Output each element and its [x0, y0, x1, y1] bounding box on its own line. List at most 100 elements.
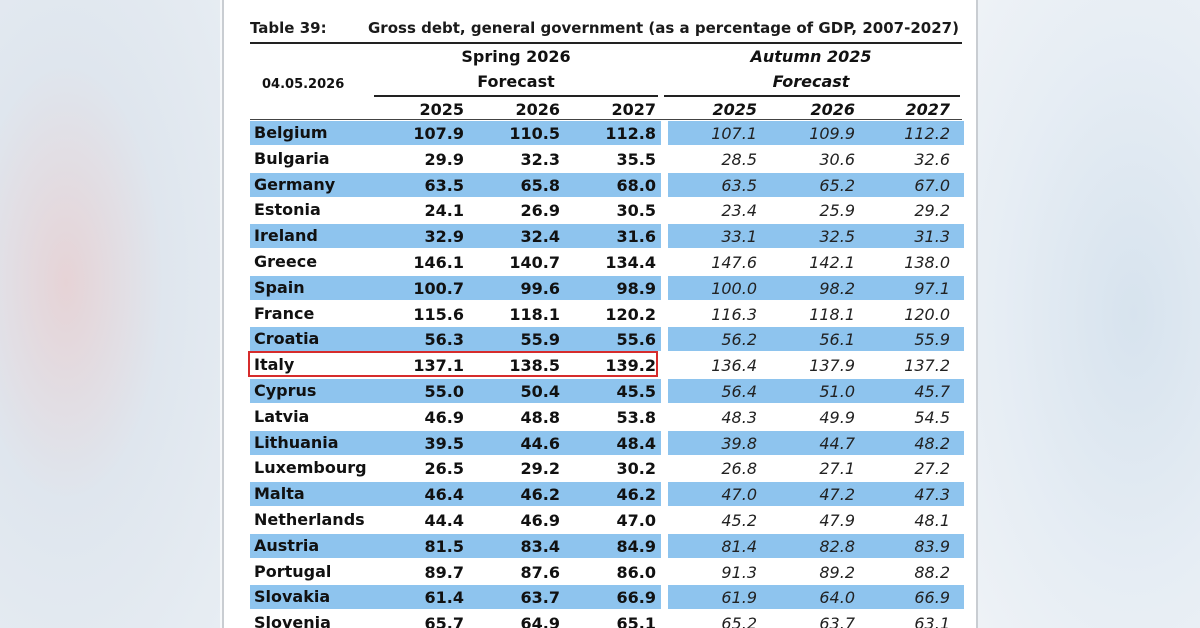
spring-value: 46.2 — [520, 485, 560, 505]
table-row: Cyprus 55.0 50.4 45.5 56.4 51.0 45.7 — [250, 378, 964, 403]
country-name: Germany — [254, 174, 336, 194]
spring-value: 45.5 — [616, 381, 656, 401]
year-header-autumn-2027: 2027 — [905, 100, 950, 119]
row-band-autumn — [668, 585, 964, 610]
spring-value: 138.5 — [509, 356, 560, 376]
table-row: Lithuania 39.5 44.6 48.4 39.8 44.7 48.2 — [250, 430, 964, 455]
table-row: Croatia 56.3 55.9 55.6 56.2 56.1 55.9 — [250, 327, 964, 352]
row-band-spring — [250, 482, 661, 507]
background-right — [978, 0, 1200, 628]
autumn-value: 118.1 — [809, 304, 855, 324]
row-band-spring — [250, 224, 661, 249]
spring-value: 83.4 — [520, 536, 560, 556]
row-band-spring — [250, 378, 661, 403]
spring-value: 44.6 — [520, 433, 560, 453]
autumn-value: 112.2 — [904, 124, 950, 143]
autumn-value: 47.3 — [914, 485, 950, 505]
country-name: Slovenia — [254, 613, 331, 628]
spring-header-rule — [374, 95, 658, 97]
table-row: Slovakia 61.4 63.7 66.9 61.9 64.0 66.9 — [250, 585, 964, 610]
autumn-label: Autumn 2025 — [750, 47, 872, 66]
autumn-value: 88.2 — [914, 562, 950, 582]
country-name: Estonia — [254, 200, 321, 220]
country-name: Netherlands — [254, 509, 365, 529]
table-row: Austria 81.5 83.4 84.9 81.4 82.8 83.9 — [250, 533, 964, 558]
country-name: France — [254, 303, 315, 323]
spring-value: 120.2 — [605, 304, 656, 324]
year-header-autumn-2026: 2026 — [810, 100, 855, 119]
spring-value: 46.4 — [424, 485, 464, 505]
spring-value: 35.5 — [616, 149, 656, 169]
spring-value: 107.9 — [413, 124, 464, 143]
spring-value: 32.4 — [520, 227, 560, 247]
autumn-value: 45.2 — [721, 510, 757, 530]
country-name: Ireland — [254, 226, 318, 246]
autumn-value: 44.7 — [819, 433, 855, 453]
autumn-value: 23.4 — [721, 201, 757, 221]
spring-value: 46.9 — [520, 510, 560, 530]
table-row: Malta 46.4 46.2 46.2 47.0 47.2 47.3 — [250, 482, 964, 507]
autumn-value: 66.9 — [914, 588, 950, 608]
spring-value: 55.9 — [520, 330, 560, 350]
year-header-autumn-2025: 2025 — [712, 100, 757, 119]
spring-value: 39.5 — [424, 433, 464, 453]
autumn-value: 47.2 — [819, 485, 855, 505]
autumn-value: 89.2 — [819, 562, 855, 582]
autumn-value: 100.0 — [711, 278, 757, 298]
autumn-value: 56.4 — [721, 381, 757, 401]
spring-value: 30.5 — [616, 201, 656, 221]
country-name: Latvia — [254, 406, 310, 426]
row-band-autumn — [668, 224, 964, 249]
autumn-value: 61.9 — [721, 588, 757, 608]
spring-value: 44.4 — [424, 510, 464, 530]
autumn-value: 32.5 — [819, 227, 855, 247]
autumn-value: 39.8 — [721, 433, 757, 453]
autumn-value: 28.5 — [721, 149, 757, 169]
row-band-spring — [250, 327, 661, 352]
country-name: Cyprus — [254, 380, 317, 400]
row-band-autumn — [668, 121, 964, 145]
spring-sublabel: Forecast — [477, 72, 555, 91]
autumn-value: 56.2 — [721, 330, 757, 350]
autumn-value: 29.2 — [914, 201, 950, 221]
autumn-value: 137.2 — [904, 356, 950, 376]
table-row: Spain 100.7 99.6 98.9 100.0 98.2 97.1 — [250, 275, 964, 300]
country-name: Spain — [254, 277, 305, 297]
country-name: Lithuania — [254, 432, 339, 452]
spring-value: 53.8 — [616, 407, 656, 427]
country-name: Belgium — [254, 123, 328, 142]
row-band-autumn — [668, 482, 964, 507]
spring-value: 48.8 — [520, 407, 560, 427]
spring-value: 48.4 — [616, 433, 656, 453]
autumn-value: 33.1 — [721, 227, 757, 247]
spring-value: 65.8 — [520, 175, 560, 195]
spring-value: 26.9 — [520, 201, 560, 221]
spring-value: 32.9 — [424, 227, 464, 247]
autumn-value: 137.9 — [809, 356, 855, 376]
table-row: Latvia 46.9 48.8 53.8 48.3 49.9 54.5 — [250, 405, 962, 429]
autumn-value: 47.9 — [819, 510, 855, 530]
table-body: Belgium 107.9 110.5 112.8 107.1 109.9 112.2 Bul… — [248, 121, 964, 628]
spring-value: 87.6 — [520, 562, 560, 582]
spring-value: 30.2 — [616, 459, 656, 479]
autumn-value: 26.8 — [721, 459, 757, 479]
autumn-value: 30.6 — [819, 149, 855, 169]
spring-value: 24.1 — [424, 201, 464, 221]
country-name: Austria — [254, 535, 320, 555]
country-name: Slovakia — [254, 587, 331, 607]
row-band-autumn — [668, 378, 964, 403]
autumn-value: 25.9 — [819, 201, 855, 221]
autumn-value: 98.2 — [819, 278, 855, 298]
spring-value: 56.3 — [424, 330, 464, 350]
country-name: Malta — [254, 484, 305, 504]
autumn-value: 47.0 — [721, 485, 757, 505]
autumn-value: 97.1 — [914, 278, 950, 298]
background-left — [0, 0, 220, 628]
autumn-value: 63.7 — [819, 614, 855, 628]
autumn-value: 67.0 — [914, 175, 950, 195]
autumn-value: 48.2 — [914, 433, 950, 453]
autumn-value: 107.1 — [711, 124, 757, 143]
table-row: Italy 137.1 138.5 139.2 136.4 137.9 137.2 — [248, 351, 962, 378]
year-header-spring-2026: 2026 — [515, 100, 560, 119]
country-name: Croatia — [254, 329, 320, 349]
